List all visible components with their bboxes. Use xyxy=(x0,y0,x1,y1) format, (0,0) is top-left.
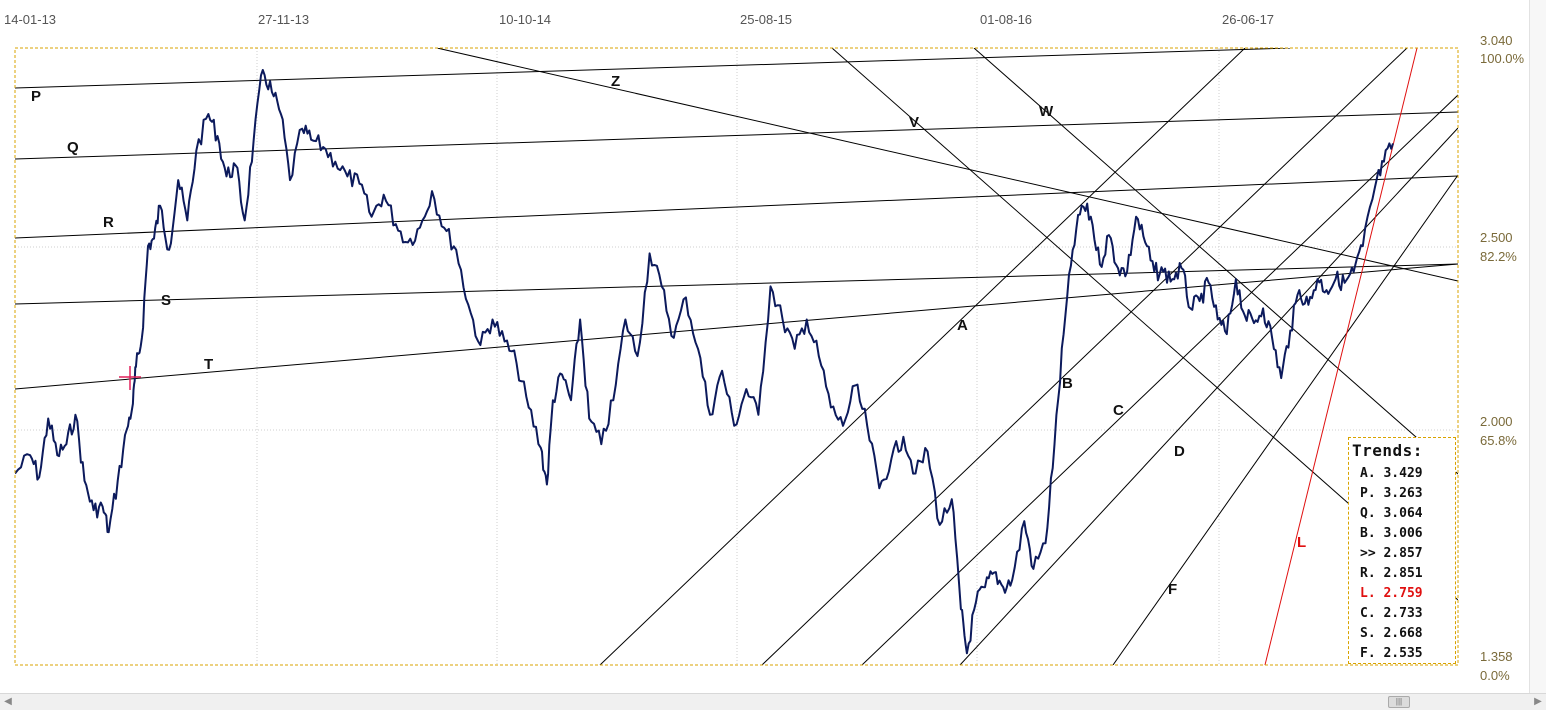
y-percent-label: 82.2% xyxy=(1480,249,1517,264)
legend-key: F. xyxy=(1360,646,1376,661)
legend-key: S. xyxy=(1360,626,1376,641)
scroll-right-arrow-icon[interactable]: ▶ xyxy=(1534,696,1542,707)
legend-key: >> xyxy=(1360,546,1376,561)
vertical-grid xyxy=(256,48,1220,665)
legend-value: 3.263 xyxy=(1383,486,1423,501)
x-tick-label: 26-06-17 xyxy=(1222,12,1274,27)
legend-value: 2.759 xyxy=(1383,586,1423,601)
trend-label-q: Q xyxy=(67,139,79,156)
trend-label-t: T xyxy=(204,356,213,373)
trend-label-v: V xyxy=(909,114,919,131)
legend-value: 2.857 xyxy=(1383,546,1423,561)
legend-row: B. 3.006 xyxy=(1360,524,1423,544)
legend-value: 2.535 xyxy=(1383,646,1423,661)
legend-row: >> 2.857 xyxy=(1360,544,1423,564)
legend-value: 3.429 xyxy=(1383,466,1423,481)
trend-line-z xyxy=(436,48,1458,282)
legend-row: F. 2.535 xyxy=(1360,644,1423,664)
price-line xyxy=(15,69,1394,655)
trend-line-b xyxy=(761,48,1408,665)
y-axis-labels: 3.040 100.0% 2.500 82.2% 2.000 65.8% 1.3… xyxy=(1480,33,1525,683)
plot-frame xyxy=(14,47,1459,666)
horizontal-grid xyxy=(15,246,1458,431)
legend-row: A. 3.429 xyxy=(1360,464,1423,484)
trend-line-f xyxy=(1112,174,1458,665)
legend-value: 3.064 xyxy=(1383,506,1423,521)
trend-letters: P Q R S T Z V W A B C D F L xyxy=(31,73,1306,598)
trend-line-l xyxy=(1264,48,1418,665)
trend-label-a: A xyxy=(957,317,968,334)
x-tick-label: 27-11-13 xyxy=(258,12,309,27)
trend-label-d: D xyxy=(1174,443,1185,460)
legend-key: L. xyxy=(1360,586,1376,601)
trend-label-w: W xyxy=(1039,103,1054,120)
y-percent-label: 0.0% xyxy=(1480,668,1510,683)
scroll-left-arrow-icon[interactable]: ◀ xyxy=(4,696,12,707)
y-price-label: 3.040 xyxy=(1480,33,1513,48)
price-series xyxy=(15,69,1394,655)
legend-key: Q. xyxy=(1360,506,1376,521)
legend-key: P. xyxy=(1360,486,1376,501)
trend-label-l: L xyxy=(1297,534,1306,551)
x-tick-label: 14-01-13 xyxy=(4,12,56,27)
legend-value: 2.851 xyxy=(1383,566,1423,581)
horizontal-scrollbar[interactable]: ◀ ||| ▶ xyxy=(0,693,1546,710)
trend-line-t xyxy=(15,263,1458,390)
legend-value: 2.733 xyxy=(1383,606,1423,621)
y-price-label: 2.000 xyxy=(1480,414,1513,429)
y-percent-label: 65.8% xyxy=(1480,433,1517,448)
scroll-thumb[interactable]: ||| xyxy=(1388,696,1410,708)
y-price-label: 2.500 xyxy=(1480,230,1513,245)
trend-line-r xyxy=(15,175,1458,239)
legend-title: Trends: xyxy=(1352,441,1423,460)
y-percent-label: 100.0% xyxy=(1480,51,1525,66)
trend-label-c: C xyxy=(1113,402,1124,419)
legend-key: B. xyxy=(1360,526,1376,541)
trend-label-z: Z xyxy=(611,73,620,90)
trend-label-r: R xyxy=(103,214,114,231)
x-axis-labels: 14-01-13 27-11-13 10-10-14 25-08-15 01-0… xyxy=(4,12,1274,27)
legend-row: P. 3.263 xyxy=(1360,484,1423,504)
cross-marker xyxy=(119,366,141,390)
trend-line-s xyxy=(15,263,1458,305)
trend-line-c xyxy=(861,94,1458,665)
trend-line-w xyxy=(973,48,1458,475)
legend-key: C. xyxy=(1360,606,1376,621)
trend-label-s: S xyxy=(161,292,171,309)
legend-row: C. 2.733 xyxy=(1360,604,1423,624)
trend-label-p: P xyxy=(31,88,41,105)
legend-row: Q. 3.064 xyxy=(1360,504,1423,524)
legend-row: L. 2.759 xyxy=(1360,584,1423,604)
x-tick-label: 10-10-14 xyxy=(499,12,551,27)
legend-value: 2.668 xyxy=(1383,626,1423,641)
y-price-label: 1.358 xyxy=(1480,649,1513,664)
trend-line-a xyxy=(599,48,1246,665)
x-tick-label: 25-08-15 xyxy=(740,12,792,27)
trend-label-b: B xyxy=(1062,375,1073,392)
legend-row: R. 2.851 xyxy=(1360,564,1423,584)
trend-line-q xyxy=(15,111,1458,160)
x-tick-label: 01-08-16 xyxy=(980,12,1032,27)
legend-row: S. 2.668 xyxy=(1360,624,1423,644)
legend-value: 3.006 xyxy=(1383,526,1423,541)
trend-line-p xyxy=(15,48,1291,89)
trends-legend: Trends: A. 3.429 P. 3.263 Q. 3.064 B. 3.… xyxy=(1348,437,1456,664)
legend-key: R. xyxy=(1360,566,1376,581)
trend-label-f: F xyxy=(1168,581,1177,598)
trend-lines xyxy=(15,48,1458,665)
vertical-scrollbar[interactable] xyxy=(1529,0,1546,693)
legend-key: A. xyxy=(1360,466,1376,481)
